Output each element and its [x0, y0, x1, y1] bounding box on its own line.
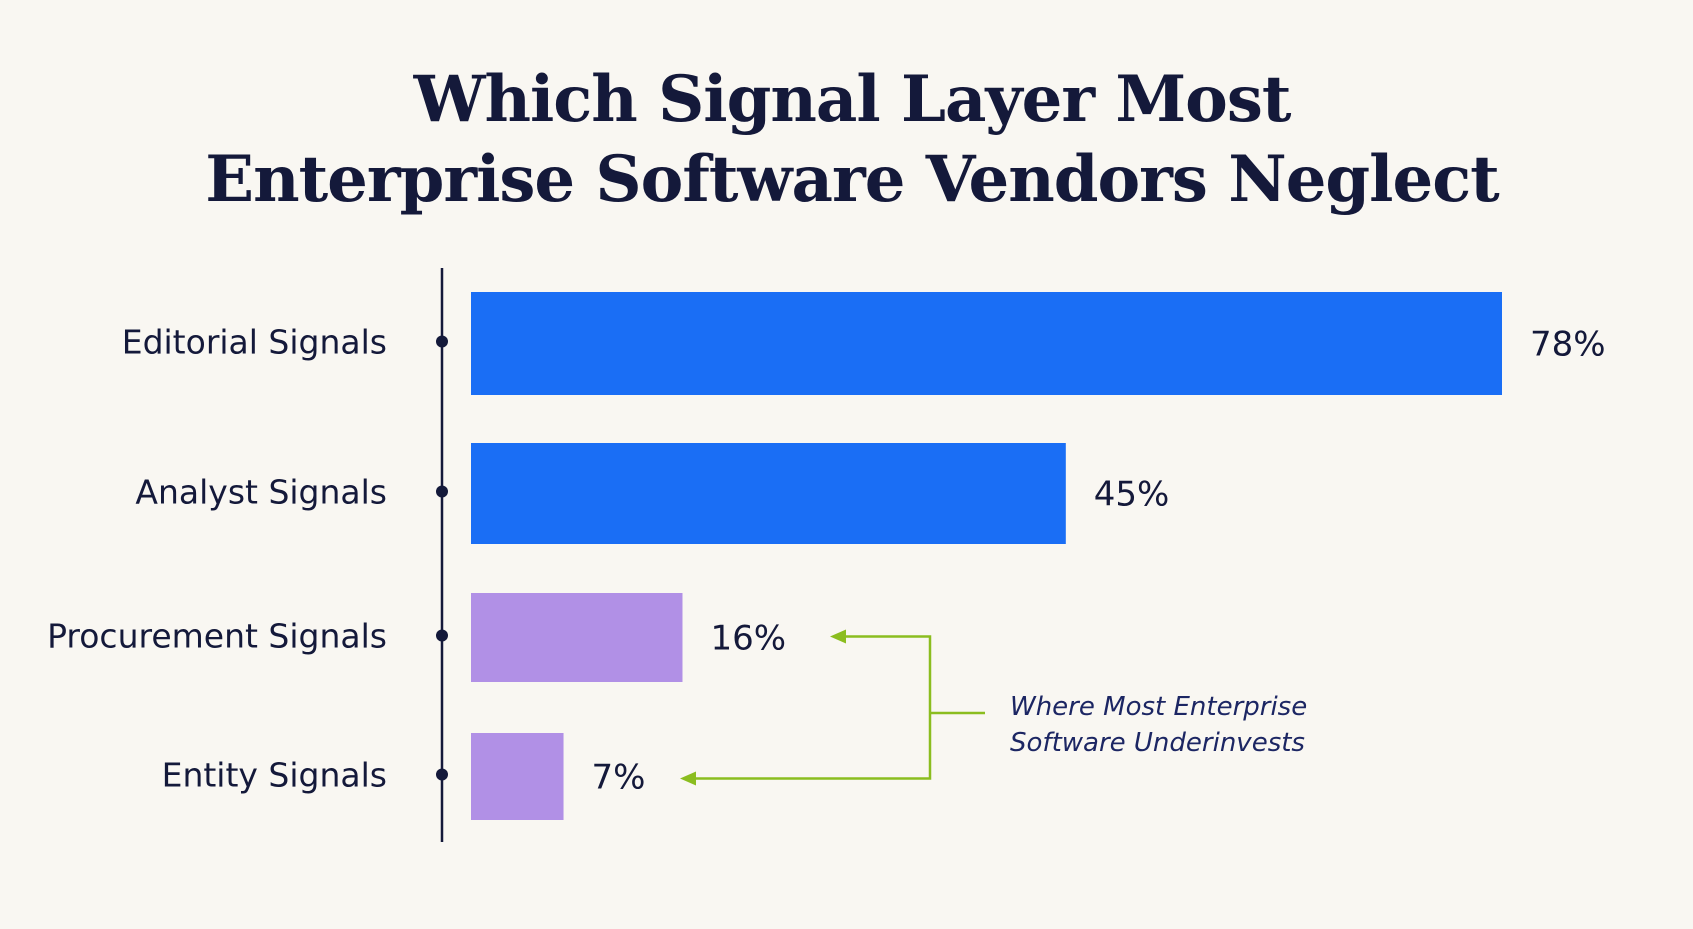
- bar-procurement-signals: [471, 593, 683, 682]
- axis-tick-dot-analyst-signals: [436, 485, 448, 498]
- annotation-arrow-procurement: [830, 629, 846, 644]
- annotation-text-line-2: Software Underinvests: [1010, 728, 1305, 758]
- bar-editorial-signals: [471, 292, 1502, 395]
- value-label-procurement-signals: 16%: [710, 619, 786, 659]
- category-label-analyst-signals: Analyst Signals: [135, 473, 387, 512]
- value-label-analyst-signals: 45%: [1094, 475, 1170, 515]
- annotation-text-line-1: Where Most Enterprise: [1010, 692, 1307, 722]
- chart-title-line-2: Enterprise Software Vendors Neglect: [205, 142, 1500, 217]
- category-label-editorial-signals: Editorial Signals: [122, 323, 387, 362]
- bar-entity-signals: [471, 733, 564, 820]
- bars: Editorial Signals 78% Analyst Signals 45% Pr…: [47, 292, 1606, 820]
- axis-tick-dot-editorial-signals: [436, 335, 448, 348]
- value-label-entity-signals: 7%: [592, 758, 646, 798]
- category-label-procurement-signals: Procurement Signals: [47, 617, 387, 656]
- axis-tick-dot-procurement-signals: [436, 629, 448, 642]
- annotation-arrow-entity: [680, 771, 696, 786]
- chart-title-line-1: Which Signal Layer Most: [413, 62, 1292, 137]
- axis-tick-dot-entity-signals: [436, 768, 448, 781]
- annotation: Where Most Enterprise Software Underinve…: [680, 629, 1307, 786]
- bar-analyst-signals: [471, 443, 1066, 544]
- annotation-bracket: [694, 635, 985, 780]
- category-label-entity-signals: Entity Signals: [162, 756, 387, 795]
- value-label-editorial-signals: 78%: [1530, 325, 1606, 365]
- chart-title: Which Signal Layer Most Enterprise Softw…: [205, 62, 1501, 217]
